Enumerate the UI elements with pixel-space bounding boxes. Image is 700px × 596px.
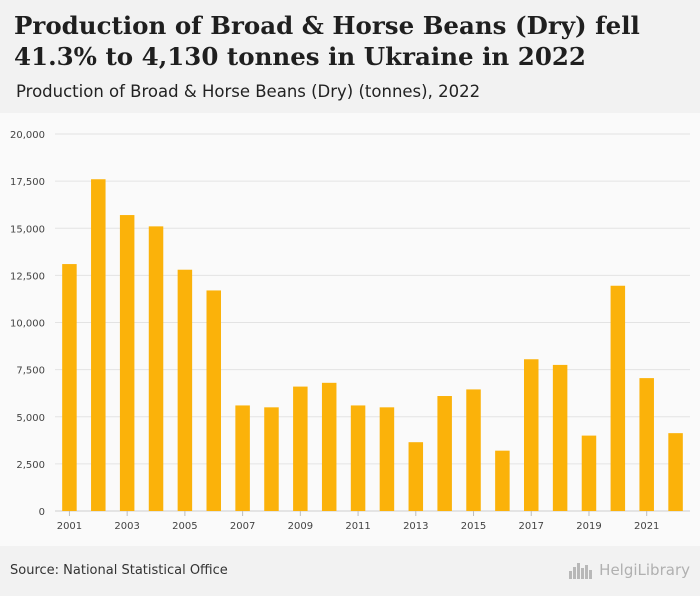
x-tick-label: 2019 <box>576 521 601 532</box>
y-tick-label: 10,000 <box>10 319 45 330</box>
bar-2008 <box>264 407 279 511</box>
bar-2022 <box>668 433 683 511</box>
brand-name: HelgiLibrary <box>599 561 690 579</box>
bar-2005 <box>177 269 193 511</box>
bar-2020 <box>610 285 626 511</box>
bar-2015 <box>466 389 481 511</box>
bar-2019 <box>581 435 597 511</box>
x-tick-label: 2021 <box>634 521 659 532</box>
x-tick-label: 2005 <box>172 521 197 532</box>
y-tick-label: 7,500 <box>16 366 45 377</box>
bar-2017 <box>524 359 539 511</box>
bar-2007 <box>235 405 250 511</box>
y-tick-label: 15,000 <box>10 224 45 235</box>
y-axis-ticks: 0 2,500 5,000 7,500 10,000 12,500 15,000 17,500… <box>10 130 45 518</box>
y-tick-label: 0 <box>39 507 45 518</box>
y-tick-label: 2,500 <box>16 460 45 471</box>
bar-2016 <box>495 450 510 511</box>
x-tick-label: 2001 <box>57 521 82 532</box>
source-note: Source: National Statistical Office <box>10 563 228 578</box>
x-tick-label: 2015 <box>461 521 486 532</box>
x-tick-label: 2013 <box>403 521 428 532</box>
x-tick-label: 2017 <box>519 521 544 532</box>
x-tick-label: 2011 <box>345 521 370 532</box>
bar-2009 <box>293 386 308 511</box>
y-tick-label: 17,500 <box>10 177 45 188</box>
x-tick-label: 2007 <box>230 521 255 532</box>
bar-2003 <box>119 215 135 511</box>
chart-subtitle: Production of Broad & Horse Beans (Dry) … <box>16 82 481 101</box>
bar-2018 <box>552 364 568 511</box>
x-axis-ticks: 2001 2003 2005 2007 2009 2011 2013 2015 2017 2019… <box>57 511 659 532</box>
y-tick-label: 20,000 <box>10 130 45 141</box>
bar-2002 <box>91 179 106 512</box>
bars <box>62 179 683 512</box>
y-tick-label: 12,500 <box>10 271 45 282</box>
bar-2013 <box>408 442 424 511</box>
x-tick-label: 2009 <box>288 521 313 532</box>
brand-logo: HelgiLibrary <box>568 561 690 579</box>
bar-2010 <box>321 382 337 511</box>
bar-2021 <box>639 378 654 511</box>
bar-2011 <box>350 405 366 511</box>
chart-title: Production of Broad & Horse Beans (Dry) … <box>14 11 640 71</box>
bar-2012 <box>379 407 395 511</box>
helgi-skyline-icon <box>569 563 593 579</box>
bar-2006 <box>206 290 221 511</box>
x-tick-label: 2003 <box>114 521 139 532</box>
bar-2014 <box>437 396 452 511</box>
bar-2001 <box>62 264 77 511</box>
bar-2004 <box>148 226 164 512</box>
y-tick-label: 5,000 <box>16 413 45 424</box>
